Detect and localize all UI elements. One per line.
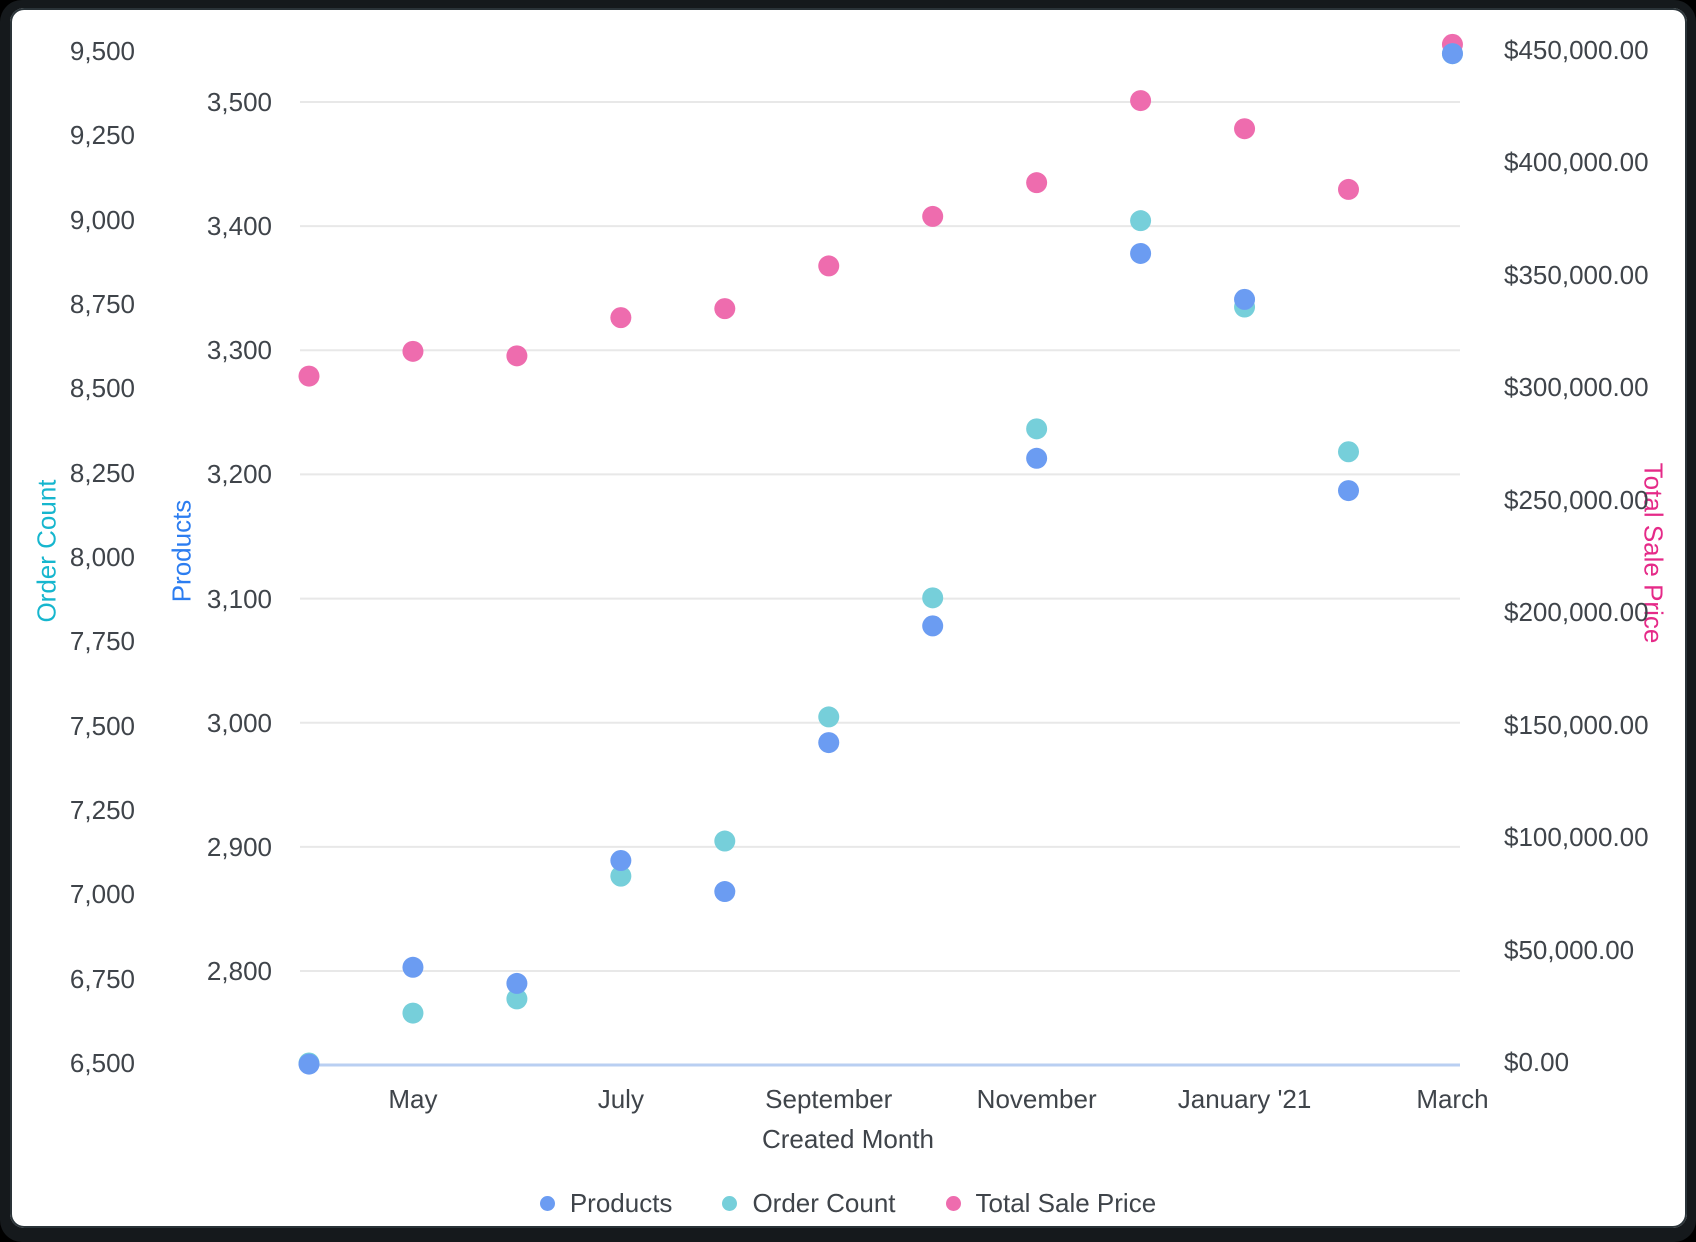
total-sale-price-data-point[interactable] [818, 255, 840, 277]
x-axis-tick-label: March [1416, 1084, 1489, 1114]
legend-dot-icon [945, 1196, 961, 1211]
order-count-tick-label: 8,250 [69, 457, 135, 488]
total-sale-price-data-point[interactable] [1130, 90, 1152, 112]
products-data-point[interactable] [1026, 447, 1048, 469]
order-count-data-point[interactable] [818, 706, 840, 728]
order-count-tick-label: 8,000 [69, 542, 135, 572]
products-data-point[interactable] [922, 615, 944, 637]
legend-dot-icon [539, 1196, 555, 1211]
legend-item-products[interactable]: Products [539, 1188, 673, 1219]
legend-label: Total Sale Price [975, 1188, 1157, 1218]
order-count-data-point[interactable] [610, 865, 632, 887]
order-count-tick-label: 9,250 [69, 120, 135, 151]
products-tick-label: 2,800 [206, 956, 272, 986]
products-data-point[interactable] [402, 956, 424, 978]
order-count-data-point[interactable] [506, 988, 528, 1010]
total-sale-price-data-point[interactable] [1338, 178, 1359, 200]
total-sale-price-data-point[interactable] [1234, 118, 1256, 140]
products-tick-label: 3,500 [206, 87, 272, 117]
order-count-data-point[interactable] [1130, 210, 1152, 232]
order-count-tick-label: 6,500 [69, 1048, 135, 1078]
legend-dot-icon [722, 1196, 738, 1211]
total-sale-price-data-point[interactable] [610, 307, 632, 329]
order-count-data-point[interactable] [1338, 441, 1359, 463]
total-sale-price-data-point[interactable] [922, 205, 944, 227]
order-count-tick-label: 9,500 [69, 36, 135, 66]
products-data-point[interactable] [506, 972, 528, 994]
products-data-point[interactable] [1130, 242, 1152, 264]
order-count-tick-label: 7,750 [69, 626, 135, 657]
products-data-point[interactable] [610, 850, 632, 872]
x-axis-tick-label: January '21 [1177, 1084, 1312, 1114]
products-data-point[interactable] [298, 1053, 320, 1075]
order-count-tick-label: 6,750 [69, 963, 135, 994]
order-count-data-point[interactable] [402, 1002, 424, 1024]
total-sale-price-tick-label: $450,000.00 [1504, 35, 1649, 65]
products-tick-label: 2,900 [206, 831, 272, 862]
total-sale-price-tick-label: $350,000.00 [1504, 259, 1649, 290]
total-sale-price-tick-label: $400,000.00 [1504, 147, 1649, 178]
order-count-data-point[interactable] [922, 587, 944, 609]
order-count-tick-label: 7,000 [69, 879, 135, 910]
products-data-point[interactable] [1441, 43, 1463, 65]
chart-card [10, 8, 1687, 1228]
legend-label: Products [569, 1188, 673, 1218]
order-count-data-point[interactable] [1026, 418, 1048, 440]
products-data-point[interactable] [818, 732, 840, 754]
products-data-point[interactable] [714, 881, 736, 903]
order-count-tick-label: 7,250 [69, 795, 135, 825]
order-count-tick-label: 8,500 [69, 373, 135, 404]
total-sale-price-tick-label: $300,000.00 [1504, 372, 1649, 403]
total-sale-price-data-point[interactable] [298, 365, 320, 387]
x-axis-tick-label: May [388, 1084, 438, 1114]
legend: Products Order Count Total Sale Price [0, 1188, 1696, 1219]
order-count-tick-label: 8,750 [69, 289, 135, 319]
total-sale-price-tick-label: $250,000.00 [1504, 484, 1649, 515]
total-sale-price-data-point[interactable] [714, 298, 736, 320]
legend-item-total-sale-price[interactable]: Total Sale Price [945, 1188, 1157, 1219]
total-sale-price-data-point[interactable] [1026, 172, 1048, 194]
legend-item-order-count[interactable]: Order Count [722, 1188, 896, 1219]
total-sale-price-tick-label: $0.00 [1504, 1047, 1570, 1077]
x-axis-tick-label: November [976, 1084, 1097, 1114]
x-axis-tick-label: September [765, 1084, 893, 1114]
total-sale-price-data-point[interactable] [506, 345, 528, 367]
products-data-point[interactable] [1234, 288, 1256, 310]
products-data-point[interactable] [1338, 480, 1359, 502]
products-tick-label: 3,400 [206, 211, 272, 242]
x-axis-title: Created Month [762, 1124, 934, 1154]
products-tick-label: 3,200 [206, 459, 272, 490]
products-tick-label: 3,100 [206, 583, 272, 614]
order-count-tick-label: 9,000 [69, 204, 135, 235]
total-sale-price-tick-label: $50,000.00 [1504, 934, 1635, 965]
products-tick-label: 3,300 [206, 335, 272, 366]
order-count-data-point[interactable] [714, 830, 736, 852]
legend-label: Order Count [752, 1188, 896, 1218]
products-tick-label: 3,000 [206, 707, 272, 738]
total-sale-price-data-point[interactable] [402, 340, 424, 362]
total-sale-price-tick-label: $200,000.00 [1504, 597, 1649, 628]
order-count-tick-label: 7,500 [69, 710, 135, 741]
x-axis-tick-label: July [597, 1084, 644, 1114]
total-sale-price-tick-label: $150,000.00 [1504, 709, 1649, 740]
total-sale-price-tick-label: $100,000.00 [1504, 822, 1649, 853]
